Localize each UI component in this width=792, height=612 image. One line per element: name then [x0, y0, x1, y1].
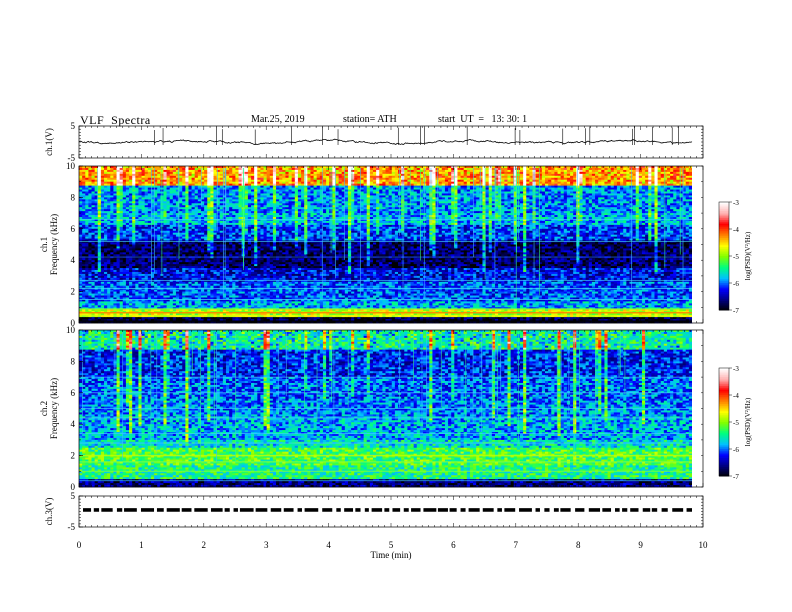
ch1-waveform-line — [79, 139, 692, 144]
ch1-waveform-panel — [79, 126, 692, 145]
ch1-spectrogram-panel — [79, 166, 703, 323]
